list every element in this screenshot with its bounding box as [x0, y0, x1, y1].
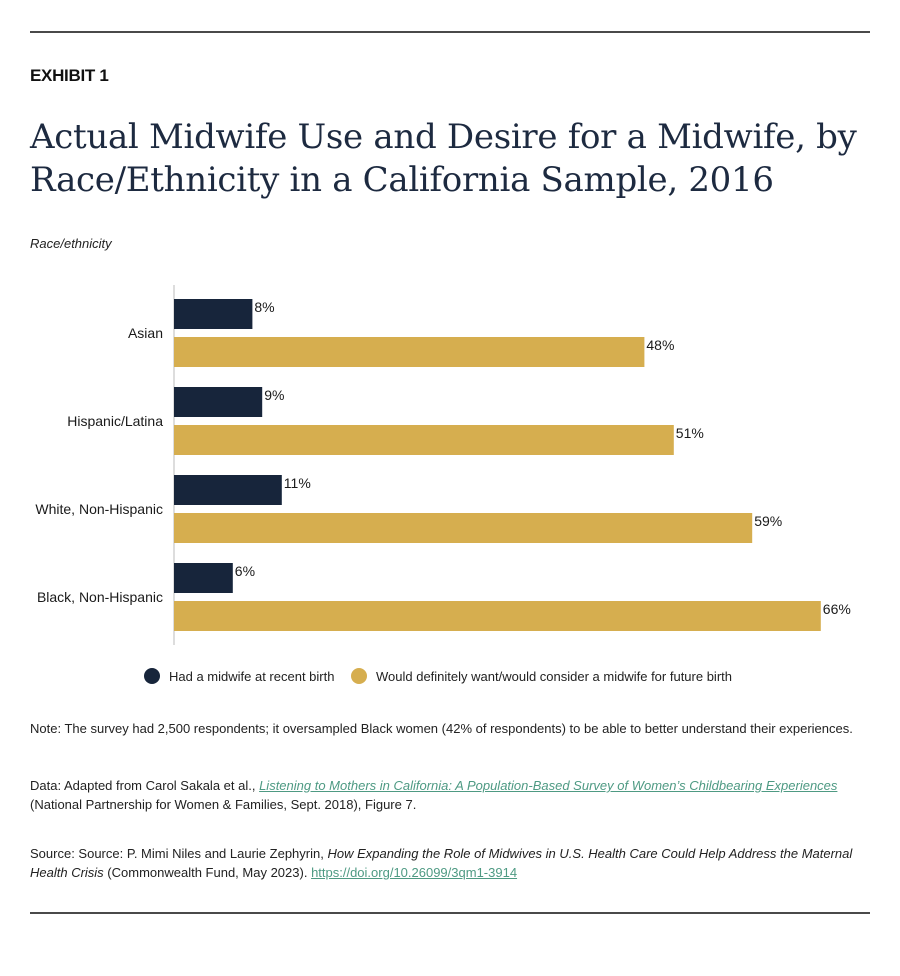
doi-link[interactable]: https://doi.org/10.26099/3qm1-3914 [311, 865, 518, 880]
data-label: 6% [235, 563, 255, 579]
data-label: 51% [676, 425, 704, 441]
bar [174, 425, 674, 455]
data-label: 11% [284, 475, 311, 491]
data-credit-suffix: (National Partnership for Women & Famili… [30, 797, 417, 812]
legend-label: Would definitely want/would consider a m… [376, 668, 732, 684]
source-credit-suffix: (Commonwealth Fund, May 2023). [103, 865, 312, 880]
source-credit: Source: Source: P. Mimi Niles and Laurie… [30, 844, 870, 882]
legend-item-would-want-midwife: Would definitely want/would consider a m… [351, 668, 732, 684]
legend-item-had-midwife: Had a midwife at recent birth [144, 668, 334, 684]
chart-title: Actual Midwife Use and Desire for a Midw… [30, 117, 857, 200]
data-label: 8% [254, 299, 274, 315]
category-label: Asian [128, 325, 163, 341]
bar [174, 513, 753, 543]
bar [174, 337, 645, 367]
legend-swatch-icon [144, 668, 160, 684]
axis-category-label: Race/ethnicity [30, 236, 112, 251]
top-rule [30, 31, 870, 33]
data-label: 66% [823, 601, 851, 617]
bar [174, 299, 253, 329]
data-label: 59% [754, 513, 782, 529]
bottom-rule [30, 912, 870, 914]
bar [174, 475, 282, 505]
data-label: 9% [264, 387, 284, 403]
source-report-title: How Expanding the Role of Midwives in U.… [30, 846, 853, 880]
data-label: 48% [646, 337, 674, 353]
data-credit: Data: Adapted from Carol Sakala et al., … [30, 776, 870, 814]
bar [174, 387, 263, 417]
bar-chart: Asian 8% 48% Hispanic/Latina 9% 51% White, Non… [35, 285, 851, 645]
bar [174, 563, 233, 593]
note-text: Note: The survey had 2,500 respondents; … [30, 721, 853, 736]
data-source-link[interactable]: Listening to Mothers in California: A Po… [259, 778, 838, 793]
source-credit-prefix: Source: Source: P. Mimi Niles and Laurie… [30, 846, 328, 861]
data-credit-prefix: Data: Adapted from Carol Sakala et al., [30, 778, 260, 793]
category-label: Black, Non-Hispanic [37, 589, 163, 605]
bar [174, 601, 821, 631]
exhibit-label: EXHIBIT 1 [30, 66, 109, 85]
category-label: Hispanic/Latina [67, 413, 163, 429]
legend-swatch-icon [351, 668, 367, 684]
legend-label: Had a midwife at recent birth [169, 668, 335, 684]
category-label: White, Non-Hispanic [35, 501, 163, 517]
